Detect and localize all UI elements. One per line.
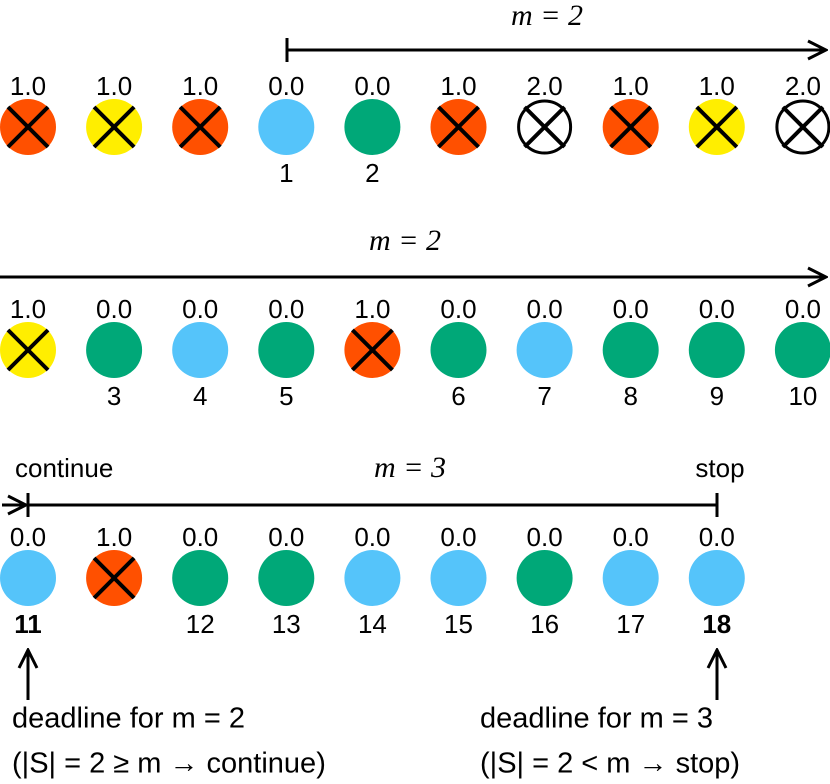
node-score: 1.0: [10, 294, 46, 324]
node-score: 1.0: [354, 294, 390, 324]
node-score: 1.0: [96, 71, 132, 101]
node-label: 1: [279, 158, 293, 188]
node: [430, 550, 487, 606]
cross: [781, 105, 825, 149]
node-label: 18: [702, 609, 731, 639]
node-score: 0.0: [440, 522, 476, 552]
bracket-label: m = 3: [374, 451, 446, 484]
node-label: 17: [616, 609, 645, 639]
node: [430, 322, 487, 378]
node-score: 0.0: [10, 522, 46, 552]
node-label: 8: [623, 381, 637, 411]
cross: [6, 328, 50, 372]
node-score: 0.0: [440, 294, 476, 324]
cross: [178, 105, 222, 149]
node: [774, 322, 830, 378]
node-score: 0.0: [527, 522, 563, 552]
node-score: 0.0: [613, 294, 649, 324]
deadline-title: deadline for m = 2: [12, 703, 245, 735]
node: [344, 99, 401, 155]
node-score: 0.0: [268, 522, 304, 552]
cross: [350, 328, 394, 372]
node: [516, 322, 573, 378]
node-label: 6: [451, 381, 465, 411]
deadline-condition: (|S| = 2 ≥ m → continue): [12, 748, 326, 780]
node: [258, 322, 315, 378]
start-label: continue: [15, 453, 113, 483]
cross: [92, 556, 136, 600]
bracket-label: m = 2: [511, 0, 583, 32]
node-score: 1.0: [182, 71, 218, 101]
node-label: 13: [272, 609, 301, 639]
node-score: 1.0: [10, 71, 46, 101]
deadline-condition: (|S| = 2 < m → stop): [480, 748, 740, 780]
node-score: 1.0: [96, 522, 132, 552]
node-label: 15: [444, 609, 473, 639]
node-label: 4: [193, 381, 207, 411]
node-label: 5: [279, 381, 293, 411]
node-score: 0.0: [268, 71, 304, 101]
node: [258, 550, 315, 606]
node: [172, 550, 229, 606]
node-score: 1.0: [613, 71, 649, 101]
node: [688, 322, 745, 378]
node-score: 0.0: [354, 71, 390, 101]
node: [0, 550, 56, 606]
cross: [523, 105, 567, 149]
cross: [609, 105, 653, 149]
node-label: 3: [107, 381, 121, 411]
deadline-title: deadline for m = 3: [480, 703, 713, 735]
node-label: 14: [358, 609, 387, 639]
node-score: 2.0: [527, 71, 563, 101]
node-label: 12: [186, 609, 215, 639]
node-score: 0.0: [96, 294, 132, 324]
node-score: 0.0: [699, 294, 735, 324]
node-score: 1.0: [440, 71, 476, 101]
node: [86, 322, 143, 378]
node-score: 0.0: [182, 294, 218, 324]
cross: [6, 105, 50, 149]
cross: [437, 105, 480, 149]
node-score: 1.0: [699, 71, 735, 101]
node-score: 0.0: [699, 522, 735, 552]
bracket-label: m = 2: [369, 224, 441, 257]
node-score: 0.0: [527, 294, 563, 324]
node-score: 0.0: [613, 522, 649, 552]
node: [602, 550, 659, 606]
node-score: 2.0: [785, 71, 821, 101]
node-label: 11: [14, 609, 42, 639]
node-label: 10: [788, 381, 817, 411]
node-score: 0.0: [354, 522, 390, 552]
node-score: 0.0: [268, 294, 304, 324]
node-score: 0.0: [785, 294, 821, 324]
node: [516, 550, 573, 606]
node-score: 0.0: [182, 522, 218, 552]
node: [258, 99, 315, 155]
end-label: stop: [695, 453, 744, 483]
node: [602, 322, 659, 378]
node-label: 7: [537, 381, 551, 411]
node-label: 16: [530, 609, 559, 639]
node-label: 9: [710, 381, 724, 411]
node: [172, 322, 229, 378]
node: [688, 550, 745, 606]
cross: [92, 105, 136, 149]
cross: [695, 105, 739, 149]
node: [344, 550, 401, 606]
node-label: 2: [365, 158, 379, 188]
